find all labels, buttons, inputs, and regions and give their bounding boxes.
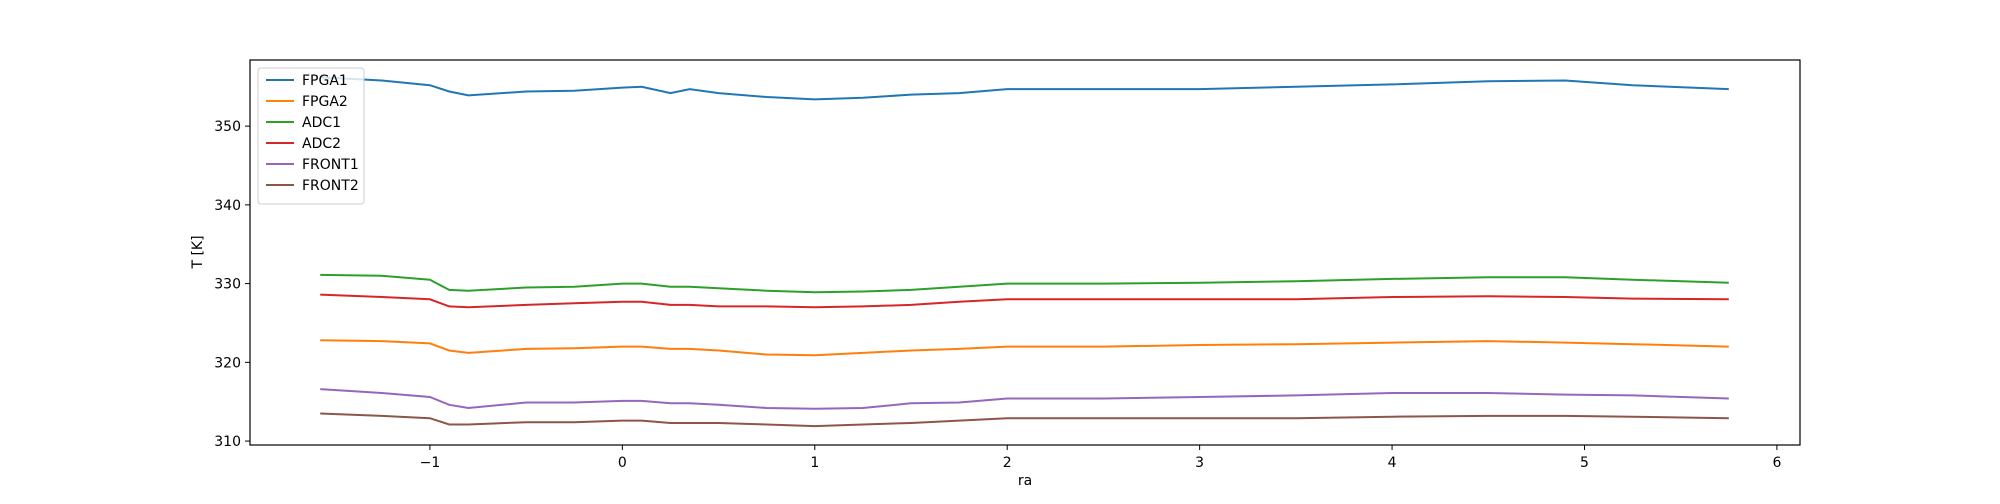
x-tick-label: 1 <box>810 455 819 471</box>
legend-label: FPGA1 <box>302 73 348 89</box>
x-tick-label: 6 <box>1772 455 1781 471</box>
data-line <box>320 412 1729 428</box>
data-line <box>320 339 1729 357</box>
x-tick-label: −1 <box>420 455 441 471</box>
x-tick-label: 3 <box>1195 455 1204 471</box>
data-line <box>320 76 1729 101</box>
x-tick-label: 4 <box>1388 455 1397 471</box>
data-line <box>320 273 1729 294</box>
x-tick-label: 0 <box>618 455 627 471</box>
legend-label: FPGA2 <box>302 94 348 110</box>
legend-label: ADC2 <box>302 136 341 152</box>
data-line <box>320 388 1729 410</box>
legend-label: ADC1 <box>302 115 341 131</box>
x-tick-label: 2 <box>1003 455 1012 471</box>
y-tick-label: 350 <box>214 119 241 135</box>
y-tick-label: 320 <box>214 355 241 371</box>
legend-label: FRONT1 <box>302 157 359 173</box>
y-tick-label: 330 <box>214 277 241 293</box>
plot-frame <box>249 59 1801 446</box>
data-line <box>320 293 1729 309</box>
x-tick-label: 5 <box>1580 455 1589 471</box>
legend-label: FRONT2 <box>302 178 359 194</box>
y-axis-label: T [K] <box>190 235 206 269</box>
x-axis-label: ra <box>1018 473 1032 489</box>
y-tick-label: 310 <box>214 434 241 450</box>
y-tick-label: 340 <box>214 198 241 214</box>
